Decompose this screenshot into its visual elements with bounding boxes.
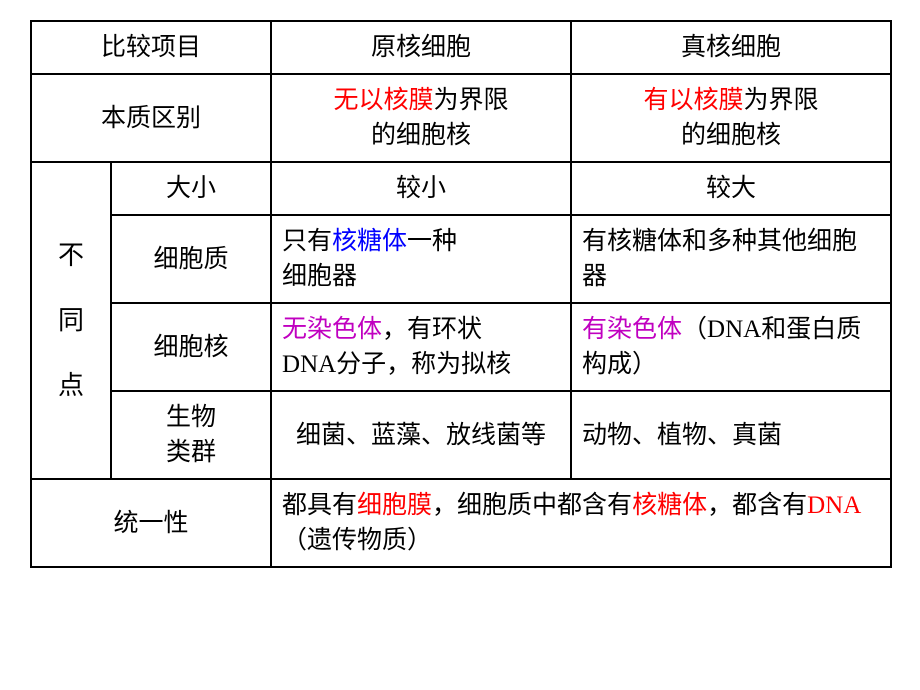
text: 都具有 bbox=[282, 492, 357, 519]
text: ，都含有 bbox=[707, 492, 807, 519]
header-prokaryote: 原核细胞 bbox=[271, 21, 571, 74]
table-row: 不 同 点 大小 较小 较大 bbox=[31, 162, 891, 215]
text-red: 有以核膜 bbox=[644, 87, 744, 114]
text-blue: 核糖体 bbox=[332, 228, 407, 255]
text: 生物 bbox=[166, 404, 216, 431]
size-label: 大小 bbox=[111, 162, 271, 215]
unity-label: 统一性 bbox=[31, 479, 271, 567]
size-eu: 较大 bbox=[571, 162, 891, 215]
header-eukaryote: 真核细胞 bbox=[571, 21, 891, 74]
table-row: 生物 类群 细菌、蓝藻、放线菌等 动物、植物、真菌 bbox=[31, 391, 891, 479]
text-magenta: 有染色体 bbox=[582, 316, 682, 343]
comparison-table: 比较项目 原核细胞 真核细胞 本质区别 无以核膜为界限 的细胞核 有以核膜为界限… bbox=[30, 20, 892, 568]
table-row: 统一性 都具有细胞膜，细胞质中都含有核糖体，都含有DNA （遗传物质） bbox=[31, 479, 891, 567]
text: 只有 bbox=[282, 228, 332, 255]
text: 点 bbox=[58, 371, 84, 400]
groups-label: 生物 类群 bbox=[111, 391, 271, 479]
table-row: 细胞核 无染色体，有环状 DNA分子，称为拟核 有染色体（DNA和蛋白质构成） bbox=[31, 303, 891, 391]
text-magenta: 无染色体 bbox=[282, 316, 382, 343]
text: 类群 bbox=[166, 439, 216, 466]
text: 为界限 bbox=[744, 87, 819, 114]
text: 同 bbox=[58, 306, 84, 335]
text-red: DNA bbox=[807, 492, 861, 519]
nucleus-pro: 无染色体，有环状 DNA分子，称为拟核 bbox=[271, 303, 571, 391]
nucleus-eu: 有染色体（DNA和蛋白质构成） bbox=[571, 303, 891, 391]
cytoplasm-label: 细胞质 bbox=[111, 215, 271, 303]
size-pro: 较小 bbox=[271, 162, 571, 215]
nucleus-label: 细胞核 bbox=[111, 303, 271, 391]
header-compare: 比较项目 bbox=[31, 21, 271, 74]
essence-label: 本质区别 bbox=[31, 74, 271, 162]
table-row: 比较项目 原核细胞 真核细胞 bbox=[31, 21, 891, 74]
diff-label: 不 同 点 bbox=[31, 162, 111, 479]
text: 为界限 bbox=[434, 87, 509, 114]
groups-eu: 动物、植物、真菌 bbox=[571, 391, 891, 479]
text: 的细胞核 bbox=[681, 122, 781, 149]
groups-pro: 细菌、蓝藻、放线菌等 bbox=[271, 391, 571, 479]
text-red: 细胞膜 bbox=[357, 492, 432, 519]
text-red: 无以核膜 bbox=[334, 87, 434, 114]
text: （遗传物质） bbox=[282, 527, 432, 554]
text: ，有环状 bbox=[382, 316, 482, 343]
cytoplasm-pro: 只有核糖体一种 细胞器 bbox=[271, 215, 571, 303]
comparison-table-container: 比较项目 原核细胞 真核细胞 本质区别 无以核膜为界限 的细胞核 有以核膜为界限… bbox=[0, 0, 920, 588]
text: 细胞器 bbox=[282, 263, 357, 290]
essence-eu: 有以核膜为界限 的细胞核 bbox=[571, 74, 891, 162]
text: DNA分子，称为拟核 bbox=[282, 351, 511, 378]
cytoplasm-eu: 有核糖体和多种其他细胞器 bbox=[571, 215, 891, 303]
unity-content: 都具有细胞膜，细胞质中都含有核糖体，都含有DNA （遗传物质） bbox=[271, 479, 891, 567]
text: ，细胞质中都含有 bbox=[432, 492, 632, 519]
text: 不 bbox=[58, 241, 84, 270]
text: 一种 bbox=[407, 228, 457, 255]
table-row: 细胞质 只有核糖体一种 细胞器 有核糖体和多种其他细胞器 bbox=[31, 215, 891, 303]
essence-pro: 无以核膜为界限 的细胞核 bbox=[271, 74, 571, 162]
text-red: 核糖体 bbox=[632, 492, 707, 519]
table-row: 本质区别 无以核膜为界限 的细胞核 有以核膜为界限 的细胞核 bbox=[31, 74, 891, 162]
text: 的细胞核 bbox=[371, 122, 471, 149]
